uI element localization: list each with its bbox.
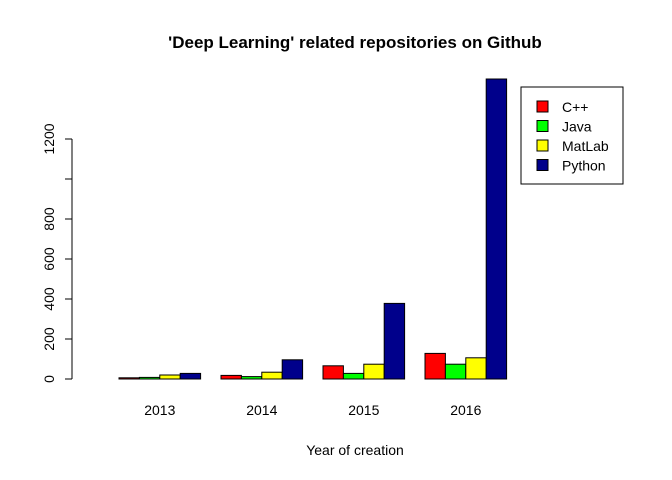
bar-c-2016 [424,352,446,380]
bar-python-2013 [179,372,202,380]
chart-title: 'Deep Learning' related repositories on … [168,33,542,52]
bar-java-2015 [342,372,365,380]
bar-java-2016 [444,363,467,380]
bar-matlab-2016 [465,357,487,380]
bar-c-2015 [322,365,344,380]
legend-label: Python [562,158,606,174]
x-axis-label: Year of creation [306,442,404,458]
bar-matlab-2014 [261,371,283,380]
legend-swatch [536,139,549,152]
x-tick-labels: 2013 2014 2015 2016 [144,402,481,418]
legend-label: Java [562,119,592,135]
legend-swatch [536,120,549,132]
y-tick-label: 600 [41,247,57,271]
y-tick-label: 200 [41,327,57,351]
legend-swatch [536,100,549,113]
legend-swatch [536,159,549,171]
bar-c-2014 [220,374,242,380]
y-tick-label: 400 [41,287,57,311]
bar-python-2016 [485,78,508,380]
bar-python-2015 [383,302,406,380]
bar-java-2013 [138,376,161,380]
x-tick-label: 2014 [246,402,277,418]
legend: C++ Java MatLab Python [520,86,624,185]
x-tick-label: 2013 [144,402,175,418]
y-tick-label: 0 [41,375,57,383]
y-tick-label: 800 [41,207,57,231]
legend-label: MatLab [562,138,609,154]
bars [118,78,508,380]
x-tick-label: 2015 [348,402,379,418]
y-tick-label: 1200 [41,123,57,154]
bar-python-2014 [281,359,304,380]
bar-matlab-2015 [363,363,385,380]
bar-matlab-2013 [159,374,181,380]
bar-c-2013 [118,377,140,380]
legend-label: C++ [562,99,588,115]
y-axis: 0 200 400 600 800 1200 [41,123,73,383]
bar-java-2014 [240,376,263,380]
x-tick-label: 2016 [450,402,481,418]
